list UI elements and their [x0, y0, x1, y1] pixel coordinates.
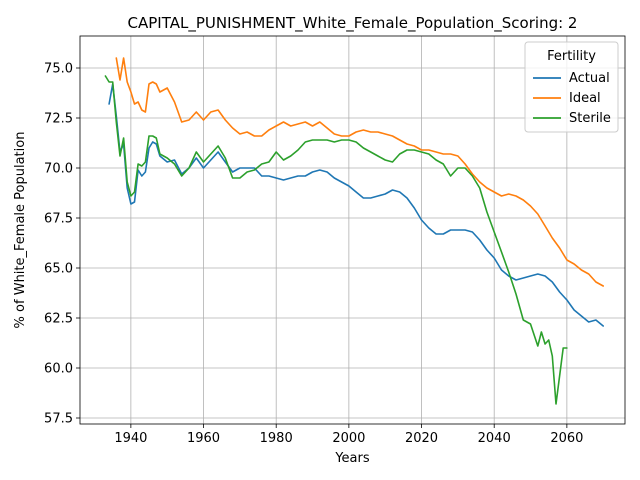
legend-box: [524, 41, 619, 133]
legend-entry-label: Sterile: [569, 111, 611, 126]
y-axis-label: % of White_Female Population: [13, 132, 28, 329]
y-tick-label: 75.0: [44, 62, 73, 77]
y-tick-label: 57.5: [44, 412, 73, 427]
plot-frame: [79, 35, 626, 425]
x-tick-label: 2060: [550, 431, 583, 446]
x-tick-label: 2040: [478, 431, 511, 446]
legend-entry-label: Ideal: [569, 91, 601, 106]
legend-title: Fertility: [547, 49, 596, 64]
legend-entry-label: Actual: [569, 71, 610, 86]
legend-items: Actual Ideal Sterile: [533, 71, 611, 126]
x-axis-label: Years: [334, 451, 370, 466]
legend: Fertility Actual Ideal Sterile: [524, 41, 619, 133]
y-tick-label: 60.0: [44, 362, 73, 377]
series-line-actual: [108, 83, 605, 327]
x-tick-label: 1960: [187, 431, 220, 446]
y-tick-label: 70.0: [44, 162, 73, 177]
y-tick-label: 62.5: [44, 312, 73, 327]
series-line-ideal: [115, 57, 605, 287]
x-tick-label: 1940: [114, 431, 147, 446]
x-tick-label: 2000: [332, 431, 365, 446]
series-line-sterile: [104, 75, 568, 405]
x-tick-label: 2020: [405, 431, 438, 446]
x-tick-label: 1980: [260, 431, 293, 446]
axis-ticks: 1940 1960 1980 2000 2020 2040 2060 57.5 60.0 62.5…: [44, 62, 583, 447]
y-tick-label: 72.5: [44, 112, 73, 127]
y-tick-label: 67.5: [44, 212, 73, 227]
chart-title: CAPITAL_PUNISHMENT_White_Female_Populati…: [128, 14, 578, 33]
y-tick-label: 65.0: [44, 262, 73, 277]
series-lines: [104, 57, 605, 405]
